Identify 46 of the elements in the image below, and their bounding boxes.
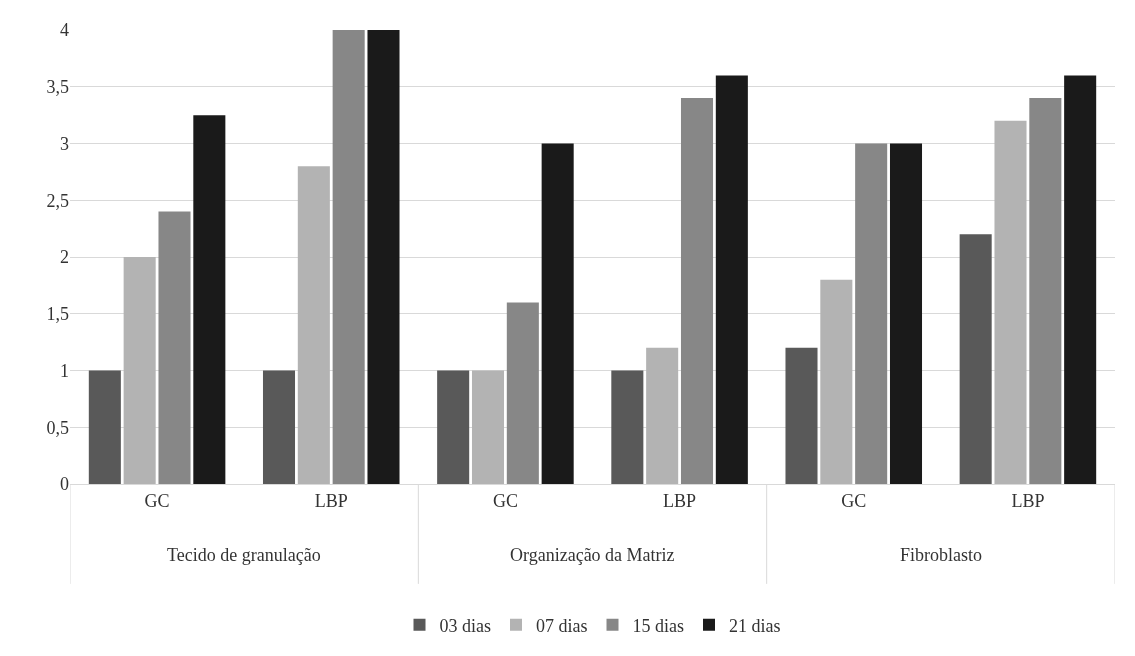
bar [332, 30, 365, 484]
bar [297, 166, 330, 484]
bar [646, 347, 679, 484]
bar [193, 115, 226, 484]
y-tick-label: 3 [60, 133, 69, 154]
y-tick-label: 4 [60, 20, 69, 41]
y-tick-label: 2,5 [46, 190, 69, 211]
bar [158, 211, 191, 484]
y-tick-label: 0 [60, 474, 69, 495]
y-tick-label: 1 [60, 360, 69, 381]
x-tick-label: LBP [1011, 490, 1045, 511]
text: Organização da Matriz [510, 545, 675, 565]
bar [1064, 75, 1097, 484]
bar [959, 234, 992, 484]
bar [820, 279, 853, 484]
bar [611, 370, 644, 484]
legend-label: 15 dias [632, 615, 684, 636]
legend-label: 03 dias [439, 615, 491, 636]
bar [785, 347, 818, 484]
x-tick-label: GC [841, 490, 867, 511]
y-tick-label: 3,5 [46, 77, 69, 98]
bar [541, 143, 574, 484]
x-tick-label: LBP [663, 490, 697, 511]
bar [1029, 98, 1062, 484]
bar [88, 370, 121, 484]
legend-label: 07 dias [536, 615, 588, 636]
text: Tecido de granulação [167, 545, 321, 565]
text: Fibroblasto [900, 545, 983, 565]
bar [994, 120, 1027, 484]
bar [855, 143, 888, 484]
x-tick-label: GC [144, 490, 170, 511]
bar [506, 302, 539, 484]
bar [715, 75, 748, 484]
legend-label: 21 dias [729, 615, 781, 636]
bar [123, 257, 156, 484]
x-tick-label: LBP [314, 490, 348, 511]
y-tick-label: 0,5 [46, 417, 69, 438]
bar [262, 370, 296, 484]
bar [680, 98, 714, 484]
y-tick-label: 2 [60, 247, 69, 268]
y-tick-label: 1,5 [46, 304, 69, 325]
bar [367, 30, 400, 484]
x-tick-label: GC [492, 490, 518, 511]
bar [889, 143, 923, 484]
bar [437, 370, 470, 484]
bar [471, 370, 505, 484]
